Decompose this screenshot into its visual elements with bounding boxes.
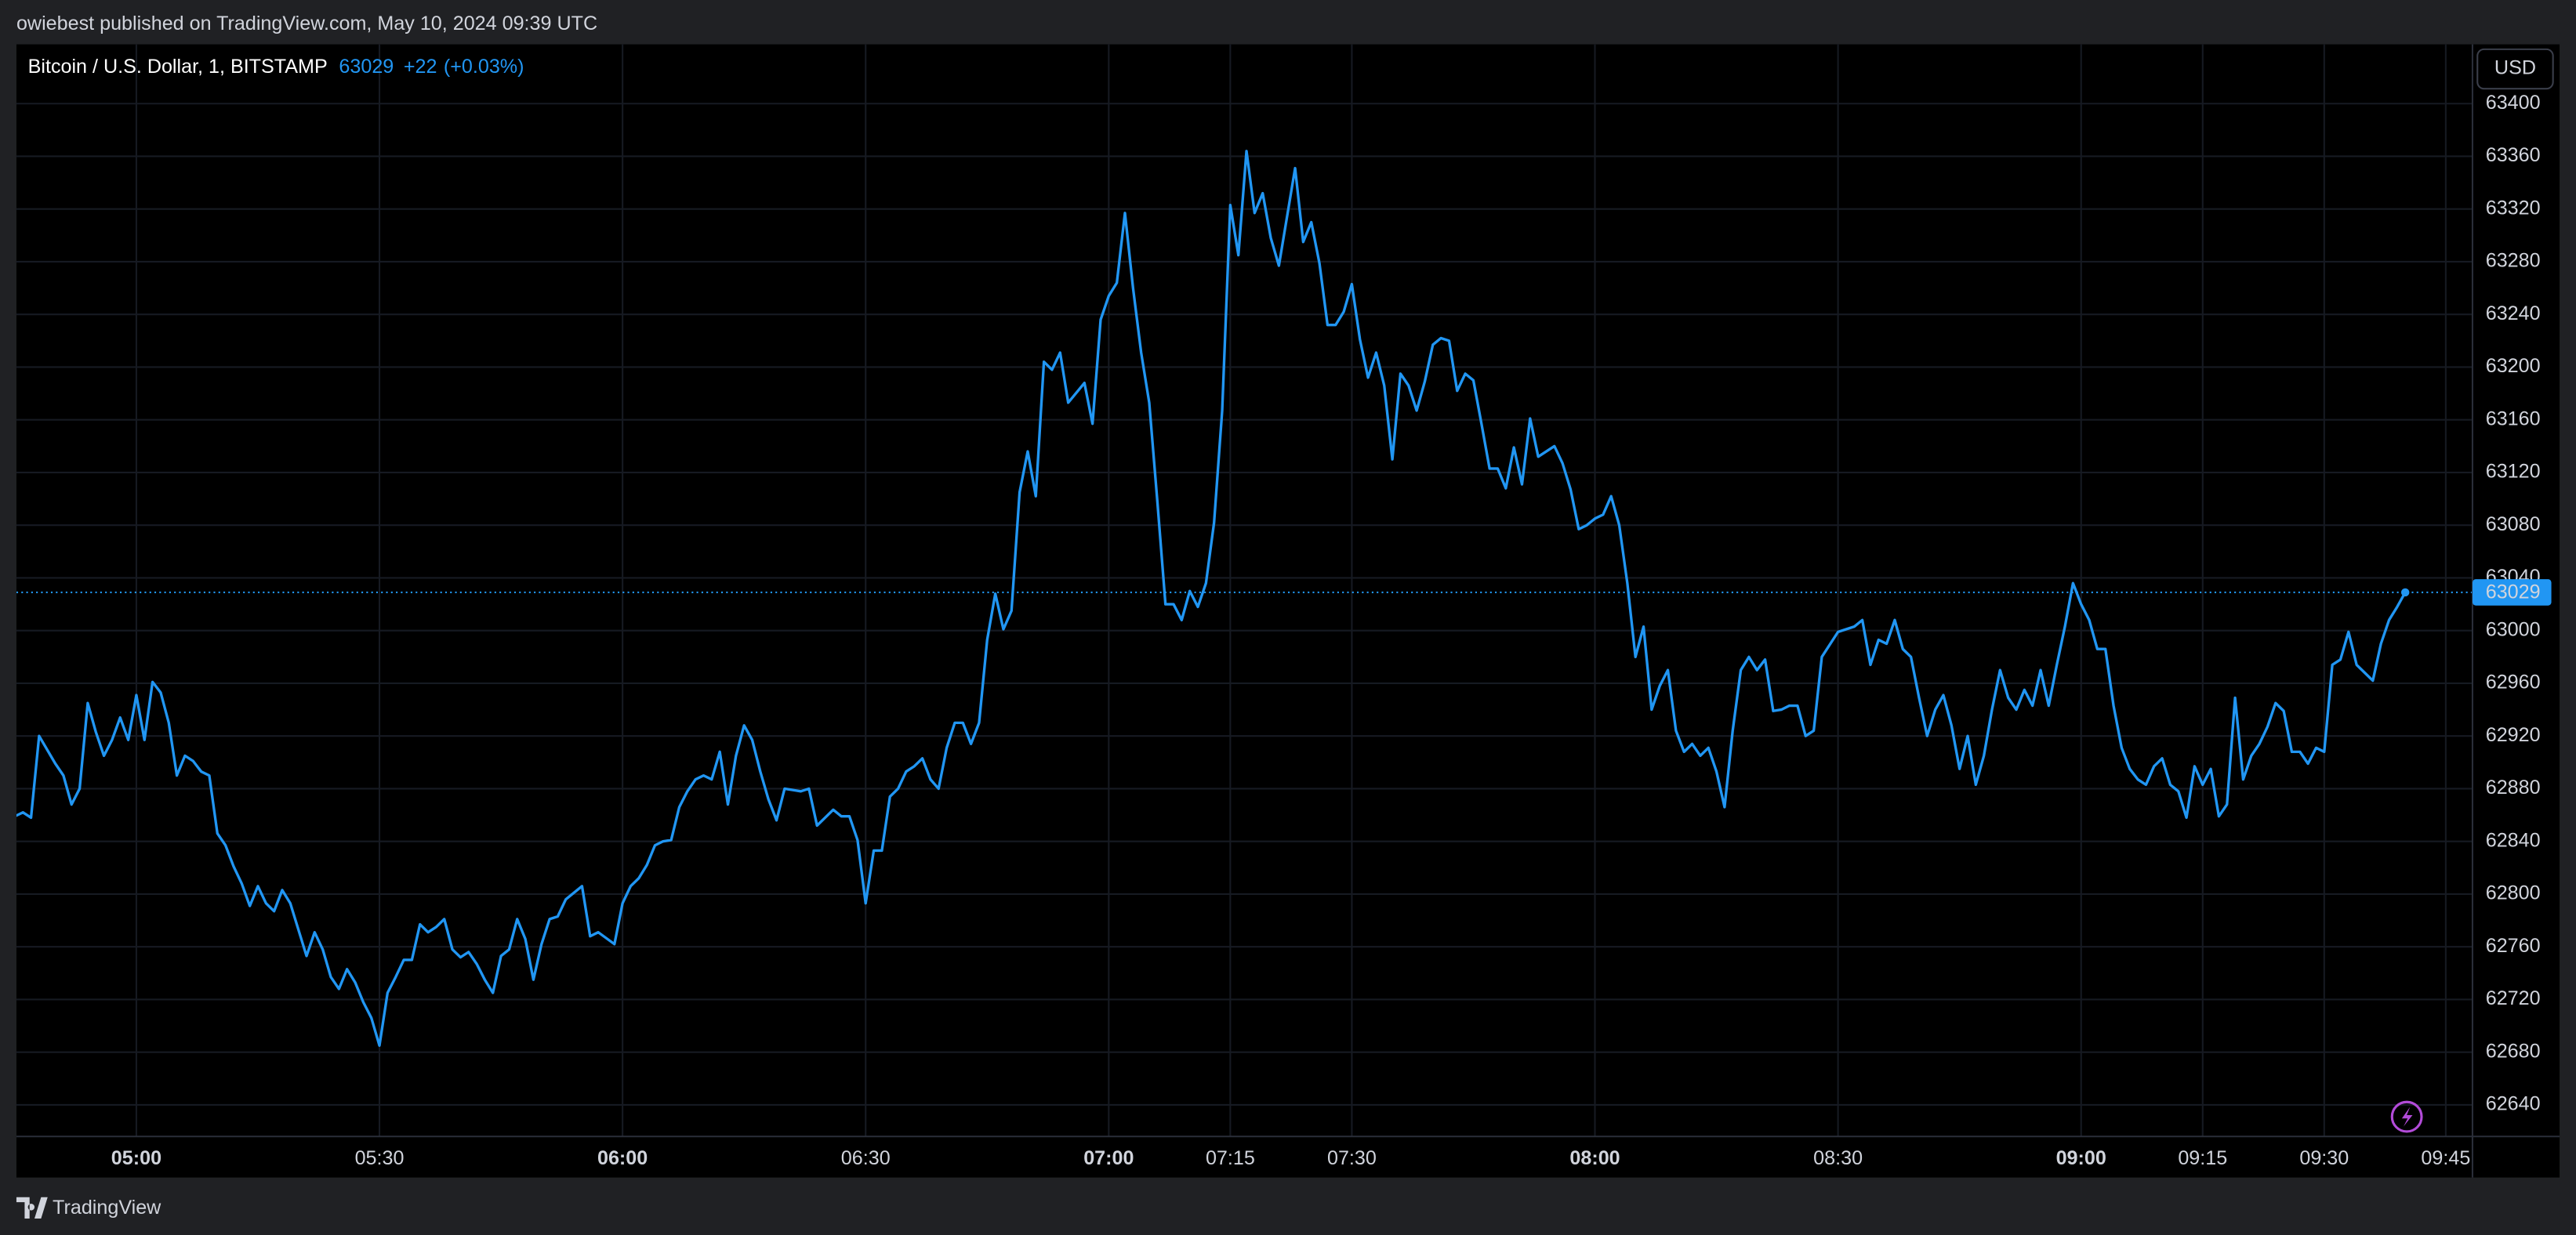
x-tick-label: 07:00 [1083, 1147, 1134, 1169]
lightning-bolt[interactable] [2401, 1106, 2413, 1127]
y-tick-label: 62800 [2486, 882, 2541, 904]
x-tick-label: 06:00 [597, 1147, 648, 1169]
chart-panel [16, 44, 2560, 1178]
y-tick-label: 63360 [2486, 144, 2541, 166]
last-price-box [2472, 579, 2552, 606]
brand-logo [16, 1197, 48, 1219]
time-axis: 05:00 05:30 06:00 06:30 07:00 07:15 07:30 08:00… [111, 1147, 2470, 1169]
y-tick-label: 63400 [2486, 92, 2541, 114]
publish-info: owiebest published on TradingView.com, M… [16, 13, 597, 34]
y-tick-label: 62960 [2486, 672, 2541, 694]
x-tick-label: 07:15 [1206, 1147, 1255, 1169]
y-tick-label: 63080 [2486, 513, 2541, 535]
symbol-title: Bitcoin / U.S. Dollar, 1, BITSTAMP [28, 56, 328, 78]
last-price: 63029 [339, 56, 394, 78]
change-percent: (+0.03%) [444, 56, 524, 78]
last-price-label: 63029 [2486, 581, 2541, 603]
y-tick-label: 63240 [2486, 302, 2541, 324]
y-tick-label: 62920 [2486, 724, 2541, 746]
x-tick-label: 05:00 [111, 1147, 161, 1169]
change: +22 [404, 56, 437, 78]
price-line [16, 150, 2407, 1047]
x-tick-label: 09:45 [2421, 1147, 2470, 1169]
x-tick-label: 08:00 [1569, 1147, 1620, 1169]
lightning-icon[interactable] [2390, 1100, 2423, 1133]
lightning-circle[interactable] [2390, 1100, 2423, 1133]
y-tick-label: 63160 [2486, 407, 2541, 429]
x-tick-label: 09:30 [2299, 1147, 2349, 1169]
grid [16, 44, 2473, 1137]
y-tick-label: 62840 [2486, 829, 2541, 851]
y-tick-label: 62720 [2486, 987, 2541, 1009]
last-point [2400, 588, 2410, 597]
currency[interactable]: USD [2494, 57, 2536, 79]
y-tick-label: 63280 [2486, 250, 2541, 272]
y-tick-label: 62880 [2486, 777, 2541, 799]
brand-name: TradingView [53, 1197, 161, 1219]
y-tick-label: 62760 [2486, 935, 2541, 957]
y-tick-label: 63000 [2486, 618, 2541, 640]
x-tick-label: 06:30 [841, 1147, 891, 1169]
x-tick-label: 09:15 [2178, 1147, 2227, 1169]
plot [16, 150, 2473, 1047]
y-tick-label: 63200 [2486, 355, 2541, 377]
y-tick-label: 62640 [2486, 1093, 2541, 1115]
currency-button[interactable] [2476, 48, 2554, 90]
x-tick-label: 07:30 [1327, 1147, 1377, 1169]
y-tick-label: 62680 [2486, 1040, 2541, 1062]
x-tick-label: 09:00 [2056, 1147, 2106, 1169]
x-tick-label: 05:30 [355, 1147, 405, 1169]
price-axis: 62640 62680 62720 62760 62800 62840 62880 62920… [2486, 92, 2541, 1115]
brand: TradingView [16, 1197, 161, 1219]
x-tick-label: 08:30 [1813, 1147, 1863, 1169]
y-tick-label: 63120 [2486, 461, 2541, 483]
y-tick-label: 63320 [2486, 197, 2541, 219]
legend: Bitcoin / U.S. Dollar, 1, BITSTAMP 63029 +… [28, 56, 524, 78]
